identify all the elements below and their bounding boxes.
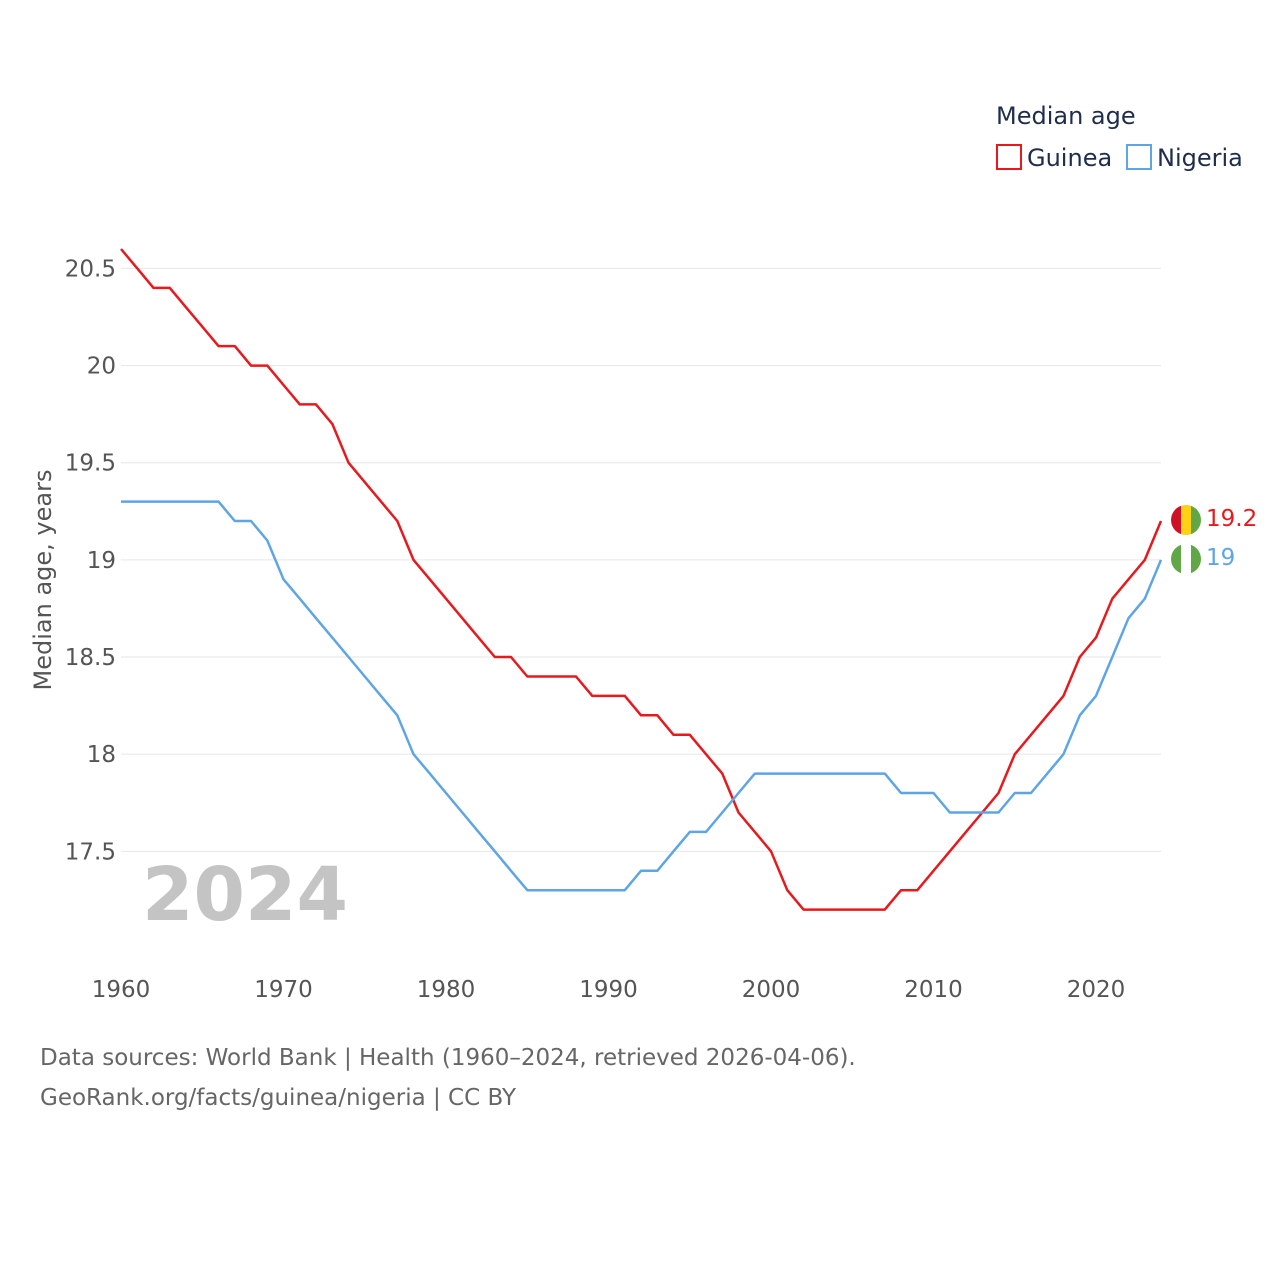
y-tick-label: 20.5 — [65, 256, 116, 282]
line-chart: 17.5 18 18.5 19 19.5 20 20.5 1960 1970 1980 1990 2… — [29, 102, 1257, 1003]
x-tick-label: 1970 — [254, 977, 313, 1003]
x-tick-label: 1960 — [92, 977, 151, 1003]
series-line-nigeria[interactable] — [121, 500, 1163, 892]
series-lines — [120, 248, 1163, 911]
legend: Median age Guinea Nigeria — [996, 102, 1243, 172]
y-tick-label: 19 — [87, 548, 116, 574]
y-tick-label: 20 — [87, 354, 116, 380]
x-tick-label: 1980 — [417, 977, 476, 1003]
y-tick-label: 19.5 — [65, 451, 116, 477]
end-label-nigeria: 19 — [1206, 545, 1235, 571]
legend-label-nigeria[interactable]: Nigeria — [1157, 144, 1243, 172]
series-line-guinea[interactable] — [120, 248, 1163, 911]
y-tick-label: 18.5 — [65, 645, 116, 671]
footer-attribution[interactable]: GeoRank.org/facts/guinea/nigeria | CC BY — [40, 1085, 517, 1111]
y-axis-label: Median age, years — [29, 470, 57, 691]
grid-lines — [121, 267, 1161, 852]
y-tick-label: 17.5 — [65, 839, 116, 865]
year-watermark: 2024 — [142, 852, 348, 938]
x-axis-ticks: 1960 1970 1980 1990 2000 2010 2020 — [92, 977, 1126, 1003]
legend-swatch-nigeria — [1126, 144, 1152, 170]
x-tick-label: 2020 — [1067, 977, 1126, 1003]
legend-swatch-guinea — [996, 144, 1022, 170]
end-label-guinea: 19.2 — [1206, 506, 1257, 532]
x-tick-label: 1990 — [579, 977, 638, 1003]
nigeria-flag-icon — [1171, 544, 1201, 574]
legend-title: Median age — [996, 102, 1136, 130]
guinea-flag-icon — [1171, 505, 1201, 535]
legend-label-guinea[interactable]: Guinea — [1027, 144, 1112, 172]
footer-sources: Data sources: World Bank | Health (1960–… — [40, 1045, 856, 1071]
y-axis-ticks: 17.5 18 18.5 19 19.5 20 20.5 — [65, 256, 116, 865]
x-tick-label: 2010 — [904, 977, 963, 1003]
y-tick-label: 18 — [87, 742, 116, 768]
x-tick-label: 2000 — [742, 977, 801, 1003]
